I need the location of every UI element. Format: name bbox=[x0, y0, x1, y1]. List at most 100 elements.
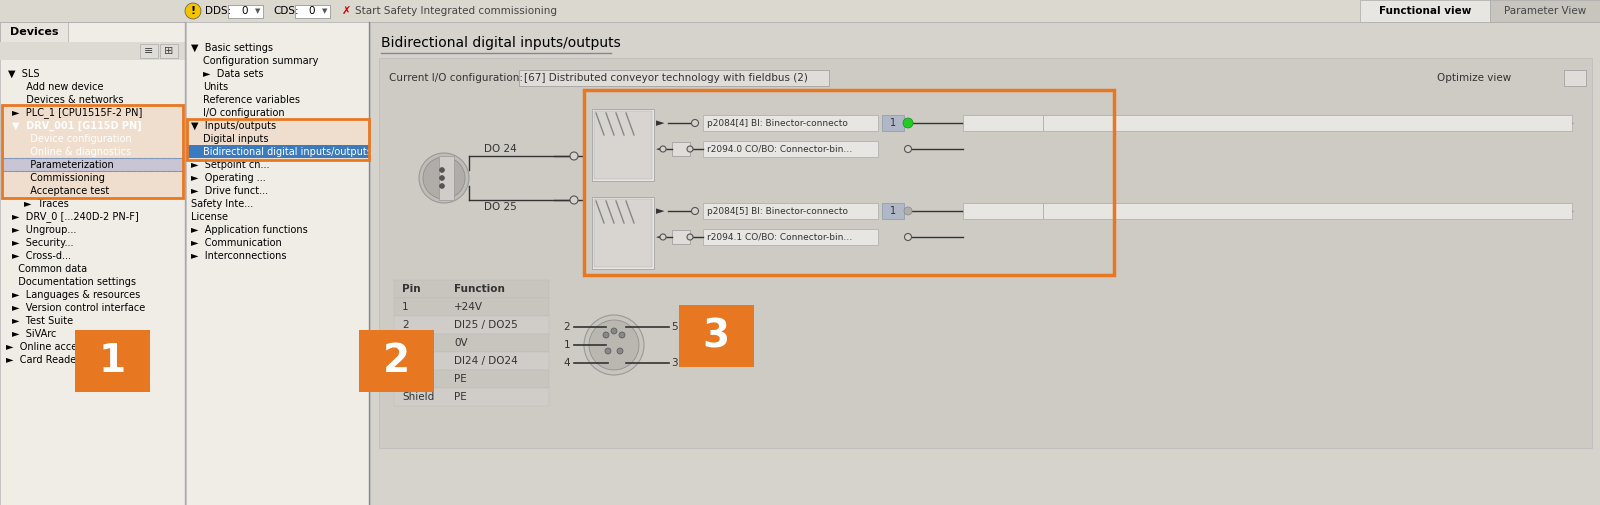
Text: Devices & networks: Devices & networks bbox=[19, 95, 123, 105]
Bar bbox=[592, 109, 654, 181]
Bar bbox=[187, 22, 370, 505]
Bar bbox=[2, 105, 182, 198]
Text: 1: 1 bbox=[890, 206, 896, 216]
Circle shape bbox=[691, 120, 699, 126]
Bar bbox=[702, 229, 878, 245]
Bar bbox=[379, 58, 1592, 448]
Bar bbox=[1490, 0, 1600, 22]
Bar bbox=[394, 280, 549, 298]
Text: 0: 0 bbox=[309, 6, 315, 16]
Bar bbox=[394, 352, 549, 370]
Bar bbox=[963, 115, 1043, 131]
Bar bbox=[394, 370, 549, 388]
Text: ►  Languages & resources: ► Languages & resources bbox=[13, 290, 141, 300]
Text: Pin: Pin bbox=[402, 284, 421, 294]
Text: ►  DRV_0 [...240D-2 PN-F]: ► DRV_0 [...240D-2 PN-F] bbox=[13, 212, 139, 223]
Bar bbox=[963, 203, 1043, 219]
Text: DDS:: DDS: bbox=[205, 6, 232, 16]
Text: 1: 1 bbox=[890, 118, 896, 128]
Text: Functional view: Functional view bbox=[1379, 6, 1470, 16]
Circle shape bbox=[686, 234, 693, 240]
Bar bbox=[394, 298, 549, 316]
Circle shape bbox=[570, 152, 578, 160]
Text: Digital inputs: Digital inputs bbox=[203, 134, 269, 144]
Text: ◄: ◄ bbox=[656, 144, 664, 154]
Text: ►  Communication: ► Communication bbox=[190, 238, 282, 248]
Circle shape bbox=[661, 146, 666, 152]
Text: ✗: ✗ bbox=[342, 6, 352, 16]
Text: 4: 4 bbox=[402, 356, 408, 366]
Text: ►: ► bbox=[656, 206, 664, 216]
Bar bbox=[358, 330, 434, 392]
Bar bbox=[229, 5, 262, 18]
Text: DO 24: DO 24 bbox=[483, 144, 517, 154]
Text: Commissioning: Commissioning bbox=[24, 173, 106, 183]
Text: 5: 5 bbox=[670, 322, 678, 332]
Circle shape bbox=[422, 157, 466, 199]
Text: 1: 1 bbox=[563, 340, 570, 350]
Bar bbox=[160, 44, 178, 58]
Bar bbox=[294, 5, 330, 18]
Text: Bidirectional digital inputs/outputs: Bidirectional digital inputs/outputs bbox=[381, 36, 621, 50]
Bar bbox=[394, 388, 549, 406]
Text: DO 25: DO 25 bbox=[483, 202, 517, 212]
Circle shape bbox=[440, 168, 445, 173]
Bar bbox=[702, 203, 878, 219]
Bar bbox=[518, 70, 829, 86]
Text: p2084[4] BI: Binector-connecto: p2084[4] BI: Binector-connecto bbox=[707, 119, 848, 127]
Circle shape bbox=[661, 234, 666, 240]
Text: Current I/O configuration:: Current I/O configuration: bbox=[389, 73, 523, 83]
Bar bbox=[75, 330, 150, 392]
Text: ►  Online access: ► Online access bbox=[6, 342, 88, 352]
Text: ▼  Basic settings: ▼ Basic settings bbox=[190, 43, 274, 53]
Text: ⊞: ⊞ bbox=[165, 46, 174, 56]
Bar bbox=[2, 158, 182, 171]
Text: r2094.0 CO/BO: Connector-bin…: r2094.0 CO/BO: Connector-bin… bbox=[707, 144, 853, 154]
Text: ►  Drive funct...: ► Drive funct... bbox=[190, 186, 269, 196]
Text: 0V: 0V bbox=[454, 338, 467, 348]
Bar bbox=[0, 22, 186, 505]
Text: ▼: ▼ bbox=[322, 8, 328, 14]
Circle shape bbox=[419, 153, 469, 203]
Text: Online & diagnostics: Online & diagnostics bbox=[24, 147, 131, 157]
Circle shape bbox=[691, 208, 699, 215]
Bar bbox=[882, 115, 904, 131]
Text: ▼  DRV_001 [G115D PN]: ▼ DRV_001 [G115D PN] bbox=[13, 121, 142, 131]
Text: ►  Cross-d...: ► Cross-d... bbox=[13, 251, 70, 261]
Bar bbox=[1360, 0, 1490, 22]
Bar bbox=[1565, 70, 1586, 86]
Bar bbox=[0, 22, 67, 42]
Text: ►  Card Reader/USB memory: ► Card Reader/USB memory bbox=[6, 355, 147, 365]
Circle shape bbox=[570, 196, 578, 204]
Text: I/O configuration: I/O configuration bbox=[203, 108, 285, 118]
Text: 3: 3 bbox=[670, 358, 678, 368]
Text: Device configuration: Device configuration bbox=[24, 134, 131, 144]
Bar bbox=[371, 22, 1600, 505]
Circle shape bbox=[589, 320, 638, 370]
Text: 2: 2 bbox=[402, 320, 408, 330]
Text: +24V: +24V bbox=[454, 302, 483, 312]
Bar bbox=[394, 316, 549, 334]
Text: ►  PLC_1 [CPU1515F-2 PN]: ► PLC_1 [CPU1515F-2 PN] bbox=[13, 108, 142, 119]
Text: ◄: ◄ bbox=[656, 232, 664, 242]
Bar bbox=[187, 145, 370, 158]
Text: 1: 1 bbox=[99, 342, 125, 380]
Bar bbox=[187, 119, 370, 160]
Text: Shield: Shield bbox=[402, 392, 434, 402]
Text: Documentation settings: Documentation settings bbox=[13, 277, 136, 287]
Text: 1: 1 bbox=[402, 302, 408, 312]
Text: Bidirectional digital inputs/outputs: Bidirectional digital inputs/outputs bbox=[203, 147, 371, 157]
Text: Configuration summary: Configuration summary bbox=[203, 56, 318, 66]
Text: ►  SiVArc: ► SiVArc bbox=[13, 329, 56, 339]
Bar bbox=[592, 197, 654, 269]
Bar bbox=[0, 0, 1600, 22]
Bar bbox=[584, 90, 1114, 275]
Bar bbox=[594, 111, 653, 179]
Text: Start Safety Integrated commissioning: Start Safety Integrated commissioning bbox=[355, 6, 557, 16]
Text: ►  Interconnections: ► Interconnections bbox=[190, 251, 286, 261]
Bar bbox=[702, 141, 878, 157]
Bar bbox=[882, 203, 904, 219]
Text: DI24 / DO24: DI24 / DO24 bbox=[454, 356, 518, 366]
Bar bbox=[2, 158, 182, 171]
Text: Acceptance test: Acceptance test bbox=[24, 186, 109, 196]
